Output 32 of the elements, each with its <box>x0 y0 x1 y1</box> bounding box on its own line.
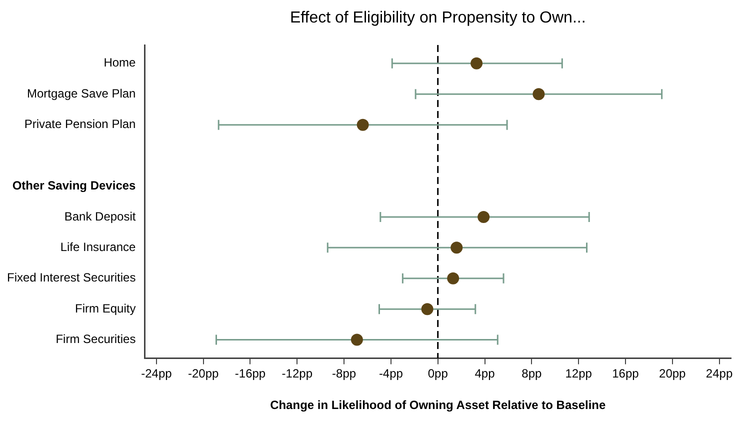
chart-title: Effect of Eligibility on Propensity to Own... <box>290 9 586 26</box>
y-tick-label: Other Saving Devices <box>12 178 136 193</box>
y-tick-label: Home <box>104 56 136 70</box>
y-tick-label: Bank Deposit <box>64 209 136 224</box>
x-tick-label: -16pp <box>234 366 266 381</box>
point <box>478 210 490 223</box>
x-tick-label: -8pp <box>332 366 356 381</box>
y-tick-label: Firm Equity <box>75 301 136 316</box>
x-tick-label: 24pp <box>706 366 733 381</box>
point <box>470 57 483 70</box>
point <box>356 118 369 131</box>
x-tick-label: 16pp <box>612 366 640 381</box>
y-tick-label: Private Pension Plan <box>24 117 136 132</box>
x-axis-title: Change in Likelihood of Owning Asset Relative to Baseline <box>270 398 606 412</box>
x-tick-label: 8pp <box>522 366 542 381</box>
x-tick-label: -4pp <box>378 366 404 381</box>
x-tick-label: 12pp <box>565 366 592 381</box>
y-tick-label: Firm Securities <box>56 332 136 346</box>
x-tick-label: -20pp <box>188 366 220 381</box>
y-tick-label: Life Insurance <box>60 240 136 254</box>
point <box>532 88 545 100</box>
y-tick-label: Mortgage Save Plan <box>26 86 136 100</box>
x-tick-label: -12pp <box>282 366 313 381</box>
point <box>450 242 463 254</box>
point <box>447 272 460 284</box>
x-tick-label: 0pp <box>428 366 448 381</box>
x-tick-label: -24pp <box>141 366 172 381</box>
x-tick-label: 20pp <box>659 366 686 381</box>
point <box>421 303 434 316</box>
y-tick-label: Fixed Interest Securities <box>7 270 136 285</box>
point <box>350 334 363 346</box>
x-tick-label: 4pp <box>474 366 496 381</box>
